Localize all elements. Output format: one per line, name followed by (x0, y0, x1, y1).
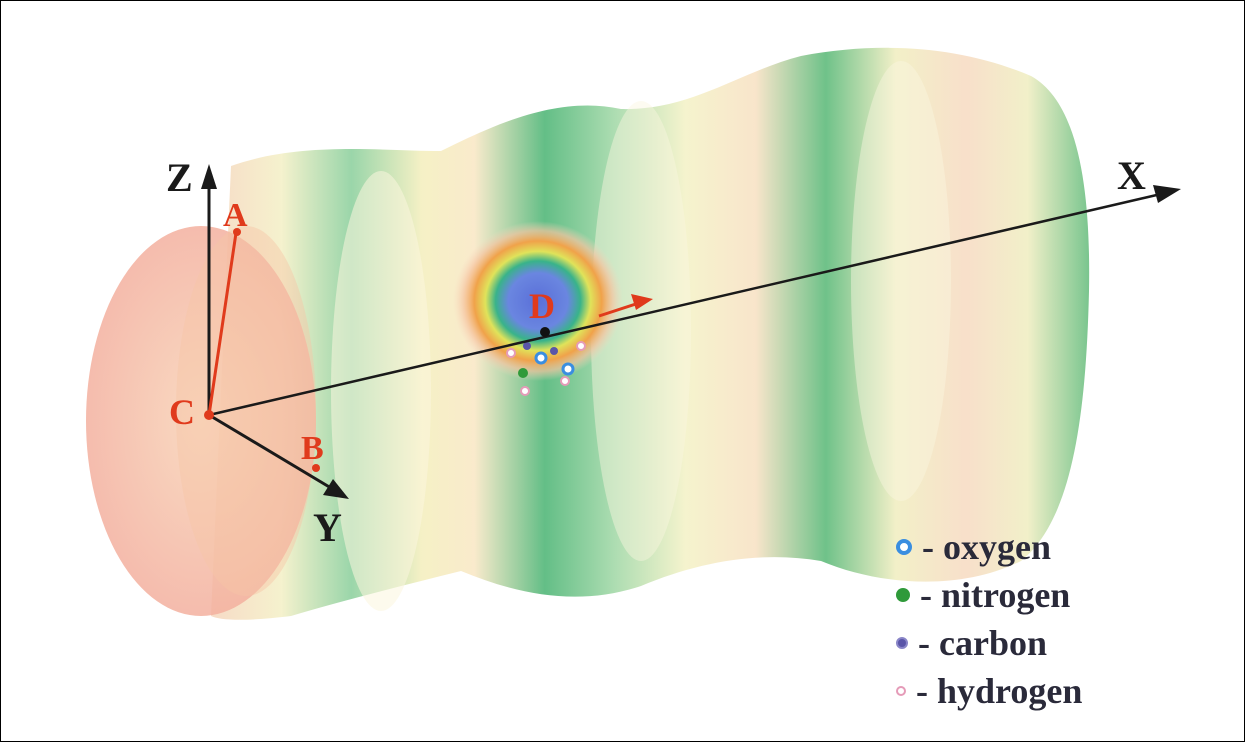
x-axis-line (208, 192, 1162, 417)
x-axis-arrowhead (1153, 185, 1181, 203)
y-axis-line (208, 413, 337, 493)
oxygen-marker-icon (896, 539, 912, 555)
atom-hydrogen-3 (506, 348, 516, 358)
cylinder-body (211, 47, 1090, 620)
slice-2 (591, 101, 691, 561)
legend-label-oxygen: - oxygen (922, 527, 1051, 567)
hotspot (453, 221, 623, 381)
nitrogen-marker-icon (896, 588, 910, 602)
atom-oxygen (534, 351, 548, 365)
hydrogen-marker-icon (896, 686, 906, 696)
legend: - oxygen - nitrogen - carbon - hydrogen (896, 523, 1216, 715)
atom-hydrogen (520, 386, 530, 396)
point-a-dot (233, 228, 241, 236)
legend-item-nitrogen: - nitrogen (896, 571, 1216, 619)
end-cap-inner (176, 226, 316, 596)
point-c-label: C (169, 392, 195, 432)
slice-1 (331, 171, 431, 611)
atom-carbon (550, 347, 558, 355)
vector-ca (207, 232, 238, 416)
z-axis-label: Z (166, 155, 193, 200)
legend-item-oxygen: - oxygen (896, 523, 1216, 571)
end-cap (86, 226, 316, 616)
atom-oxygen-2 (561, 362, 575, 376)
atom-hydrogen-4 (576, 341, 586, 351)
atom-carbon-2 (523, 342, 531, 350)
point-a-label: A (223, 197, 248, 234)
point-b-dot (312, 464, 320, 472)
z-axis-arrowhead (201, 164, 217, 189)
legend-label-carbon: - carbon (918, 623, 1047, 663)
atom-hydrogen-2 (560, 376, 570, 386)
point-d-dot (540, 327, 550, 337)
y-axis-arrowhead (323, 479, 349, 499)
direction-arrowhead (631, 294, 653, 310)
legend-item-hydrogen: - hydrogen (896, 667, 1216, 715)
x-axis-label: X (1117, 153, 1146, 198)
point-b-label: B (301, 430, 324, 467)
slice-3 (851, 61, 951, 501)
legend-label-hydrogen: - hydrogen (916, 671, 1083, 711)
y-axis-label: Y (313, 505, 342, 550)
legend-item-carbon: - carbon (896, 619, 1216, 667)
direction-arrow (598, 301, 640, 318)
point-d-label: D (529, 286, 555, 326)
molecule (506, 341, 586, 396)
carbon-marker-icon (896, 637, 908, 649)
legend-label-nitrogen: - nitrogen (920, 575, 1071, 615)
point-c-dot (204, 410, 214, 420)
atom-nitrogen (518, 368, 528, 378)
